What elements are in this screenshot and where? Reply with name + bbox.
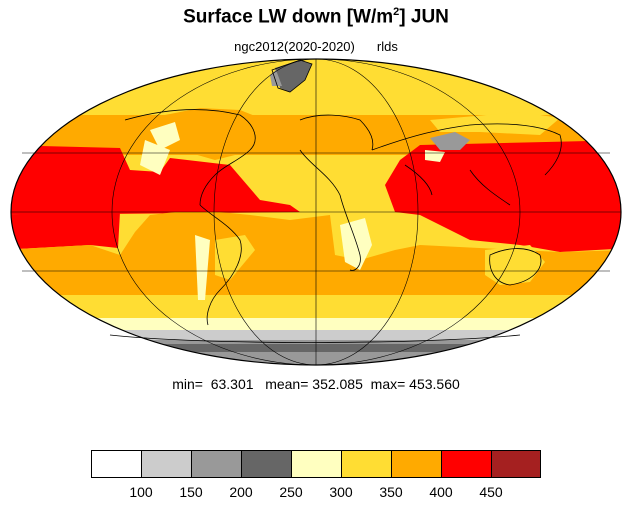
colorbar-swatch — [141, 450, 192, 478]
colorbar-swatch — [391, 450, 442, 478]
colorbar-swatch — [91, 450, 142, 478]
colorbar-label: 250 — [279, 484, 303, 500]
south-africa-pale — [340, 218, 372, 270]
arctic-pale — [150, 122, 180, 150]
colorbar-label: 100 — [129, 484, 153, 500]
plot-subtitle: ngc2012(2020-2020) rlds — [0, 39, 632, 54]
colorbar-swatch — [291, 450, 342, 478]
globe-outline — [10, 58, 622, 366]
colorbar-label: 450 — [479, 484, 503, 500]
subtitle-variable: rlds — [376, 39, 398, 54]
title-main: Surface LW down [W/m — [183, 6, 394, 28]
tropical-red-band — [11, 145, 300, 215]
pacific-red-west — [11, 212, 120, 250]
tropical-red-band-east — [385, 140, 621, 252]
greenland — [275, 60, 312, 92]
coastlines — [109, 59, 562, 343]
colorbar-label: 150 — [179, 484, 203, 500]
colorbar-label: 400 — [429, 484, 453, 500]
colorbar-swatch — [341, 450, 392, 478]
subtitle-run: ngc2012(2020-2020) — [234, 39, 355, 54]
australia-yellow — [485, 245, 545, 285]
andes-pale — [195, 235, 210, 300]
asia-yellow — [430, 112, 560, 135]
colorbar-label: 300 — [329, 484, 353, 500]
tibet-grey — [430, 132, 470, 150]
title-superscript: 2 — [393, 6, 400, 18]
title-suffix: ] JUN — [399, 6, 449, 28]
colorbar-label: 350 — [379, 484, 403, 500]
stats-line: min= 63.301 mean= 352.085 max= 453.560 — [172, 376, 460, 392]
colorbar-swatch — [441, 450, 492, 478]
colorbar-swatch — [241, 450, 292, 478]
colorbar-label: 200 — [229, 484, 253, 500]
north-america-west-pale — [140, 140, 170, 175]
colorbar-swatch — [491, 450, 541, 478]
colorbar-swatch — [191, 450, 242, 478]
south-america-yellow — [215, 235, 255, 280]
plot-title: Surface LW down [W/m2] JUN — [0, 6, 632, 28]
